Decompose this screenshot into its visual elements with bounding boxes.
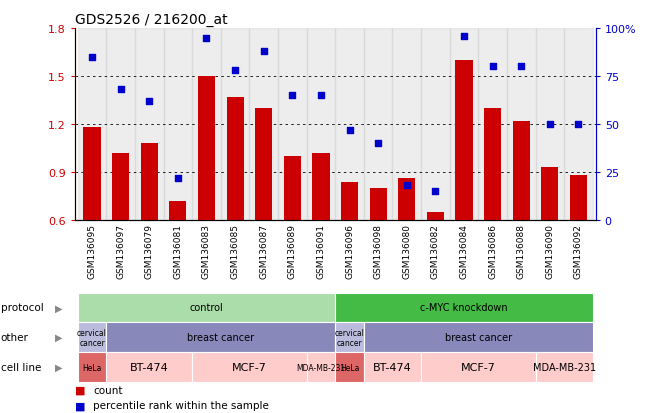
Point — [430, 188, 441, 195]
Text: MDA-MB-231: MDA-MB-231 — [296, 363, 346, 372]
Bar — [536, 29, 564, 221]
Point — [402, 183, 412, 189]
Point — [459, 33, 469, 40]
Point — [201, 35, 212, 42]
Text: BT-474: BT-474 — [373, 362, 412, 372]
Point — [316, 93, 326, 99]
Text: ▶: ▶ — [55, 332, 62, 342]
Point — [87, 55, 97, 61]
Point — [173, 175, 183, 182]
Point — [144, 98, 154, 105]
Bar — [370, 189, 387, 221]
Bar — [284, 157, 301, 221]
Text: other: other — [1, 332, 29, 342]
Point — [516, 64, 527, 71]
Bar — [570, 176, 587, 221]
Text: cell line: cell line — [1, 362, 41, 372]
Bar — [112, 154, 130, 221]
Point — [115, 87, 126, 93]
Bar — [141, 144, 158, 221]
Bar — [513, 121, 530, 221]
Bar — [484, 109, 501, 221]
Bar — [106, 29, 135, 221]
Bar — [450, 29, 478, 221]
Bar — [227, 97, 243, 221]
Bar — [249, 29, 278, 221]
Bar — [421, 29, 450, 221]
Bar — [341, 182, 358, 221]
Text: cervical
cancer: cervical cancer — [77, 328, 107, 347]
Bar — [77, 29, 106, 221]
Bar — [364, 29, 393, 221]
Text: ■: ■ — [75, 385, 89, 395]
Text: ▶: ▶ — [55, 362, 62, 372]
Text: HeLa: HeLa — [82, 363, 102, 372]
Text: GDS2526 / 216200_at: GDS2526 / 216200_at — [75, 12, 227, 26]
Bar — [564, 29, 593, 221]
Bar — [393, 29, 421, 221]
Text: HeLa: HeLa — [340, 363, 359, 372]
Point — [574, 121, 584, 128]
Point — [488, 64, 498, 71]
Text: MDA-MB-231: MDA-MB-231 — [533, 362, 596, 372]
Text: protocol: protocol — [1, 303, 44, 313]
Bar — [398, 179, 415, 221]
Bar — [507, 29, 536, 221]
Point — [545, 121, 555, 128]
Text: ▶: ▶ — [55, 303, 62, 313]
Bar — [83, 128, 101, 221]
Bar — [335, 29, 364, 221]
Bar — [478, 29, 507, 221]
Bar — [169, 202, 186, 221]
Text: BT-474: BT-474 — [130, 362, 169, 372]
Point — [287, 93, 298, 99]
Text: percentile rank within the sample: percentile rank within the sample — [93, 401, 269, 411]
Text: ■: ■ — [75, 401, 89, 411]
Bar — [255, 109, 272, 221]
Bar — [278, 29, 307, 221]
Text: c-MYC knockdown: c-MYC knockdown — [421, 303, 508, 313]
Point — [344, 127, 355, 134]
Bar — [427, 213, 444, 221]
Bar — [312, 154, 329, 221]
Text: MCF-7: MCF-7 — [461, 362, 496, 372]
Bar — [221, 29, 249, 221]
Text: cervical
cancer: cervical cancer — [335, 328, 365, 347]
Text: breast cancer: breast cancer — [445, 332, 512, 342]
Bar — [135, 29, 163, 221]
Point — [373, 140, 383, 147]
Text: breast cancer: breast cancer — [187, 332, 255, 342]
Point — [230, 68, 240, 74]
Bar — [307, 29, 335, 221]
Bar — [456, 61, 473, 221]
Text: count: count — [93, 385, 122, 395]
Text: MCF-7: MCF-7 — [232, 362, 267, 372]
Bar — [198, 77, 215, 221]
Text: control: control — [189, 303, 223, 313]
Point — [258, 49, 269, 55]
Bar — [163, 29, 192, 221]
Bar — [192, 29, 221, 221]
Bar — [541, 168, 559, 221]
